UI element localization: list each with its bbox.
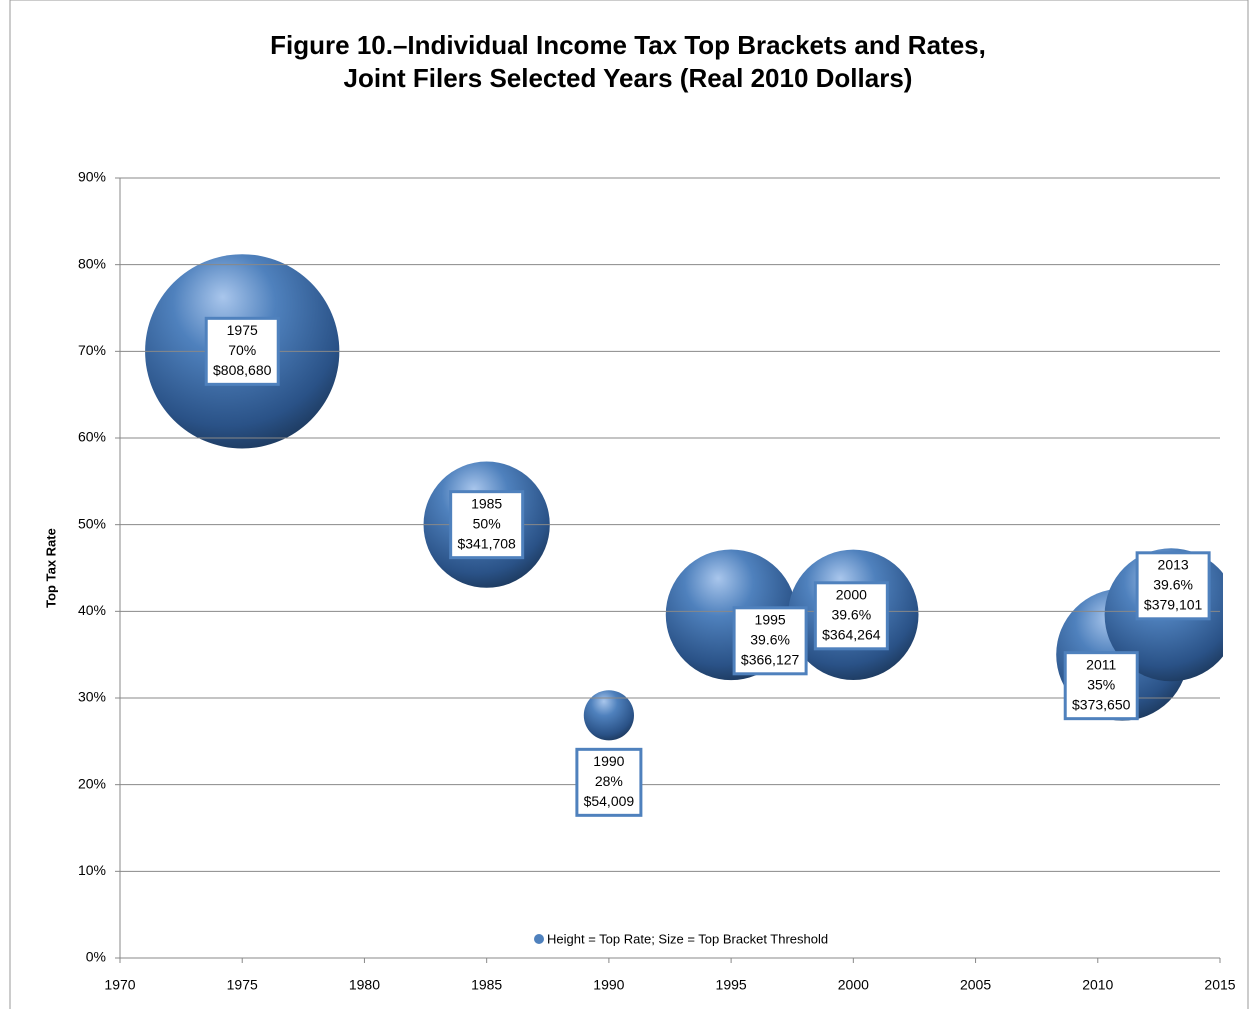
data-label: 39.6% <box>750 632 790 648</box>
y-tick-label: 10% <box>78 862 106 878</box>
data-label: $54,009 <box>584 793 635 809</box>
data-label: 2011 <box>1086 656 1116 672</box>
data-label-box <box>813 581 889 651</box>
legend-marker <box>534 934 544 944</box>
data-label: 1985 <box>471 495 502 511</box>
x-tick-label: 1970 <box>104 977 135 993</box>
y-tick-label: 20% <box>78 775 106 791</box>
data-label: $364,264 <box>822 627 881 643</box>
data-label: $808,680 <box>213 362 272 378</box>
y-tick-label: 30% <box>78 689 106 705</box>
data-label: 1975 <box>227 322 258 338</box>
data-label-box <box>1063 651 1139 721</box>
y-axis-label: Top Tax Rate <box>43 528 58 608</box>
data-label: 39.6% <box>1153 577 1193 593</box>
data-label: 28% <box>595 773 623 789</box>
data-label: 70% <box>228 342 256 358</box>
data-label-box <box>1135 551 1211 621</box>
data-label: 1990 <box>593 753 624 769</box>
x-tick-label: 2005 <box>960 977 991 993</box>
data-label: $341,708 <box>457 535 516 551</box>
y-tick-label: 90% <box>78 169 106 185</box>
data-label: 2000 <box>836 587 867 603</box>
x-tick-label: 1990 <box>593 977 624 993</box>
data-label-box <box>204 316 280 386</box>
legend-label: Height = Top Rate; Size = Top Bracket Th… <box>547 931 828 946</box>
chart-title: Figure 10.–Individual Income Tax Top Bra… <box>270 30 986 60</box>
y-tick-label: 80% <box>78 255 106 271</box>
x-tick-label: 1980 <box>349 977 380 993</box>
data-label: 2013 <box>1158 557 1189 573</box>
chart-border <box>9 0 1249 1009</box>
y-tick-label: 0% <box>86 949 106 965</box>
data-label: 50% <box>473 515 501 531</box>
x-tick-label: 2015 <box>1204 977 1235 993</box>
y-tick-label: 50% <box>78 515 106 531</box>
data-label-box <box>575 747 643 817</box>
data-label: $373,650 <box>1072 696 1131 712</box>
chart-title: Joint Filers Selected Years (Real 2010 D… <box>344 63 913 93</box>
x-tick-label: 1995 <box>716 977 747 993</box>
data-label-box <box>449 490 525 560</box>
data-label: 35% <box>1087 676 1115 692</box>
data-label-box <box>732 606 808 676</box>
y-tick-label: 60% <box>78 429 106 445</box>
data-label: 39.6% <box>831 607 871 623</box>
x-tick-label: 1975 <box>227 977 258 993</box>
x-tick-label: 2010 <box>1082 977 1113 993</box>
x-tick-label: 2000 <box>838 977 869 993</box>
data-label: 1995 <box>755 612 786 628</box>
data-label: $366,127 <box>741 652 800 668</box>
y-tick-label: 40% <box>78 602 106 618</box>
x-tick-label: 1985 <box>471 977 502 993</box>
y-tick-label: 70% <box>78 342 106 358</box>
data-label: $379,101 <box>1144 597 1203 613</box>
bubble <box>583 690 634 741</box>
